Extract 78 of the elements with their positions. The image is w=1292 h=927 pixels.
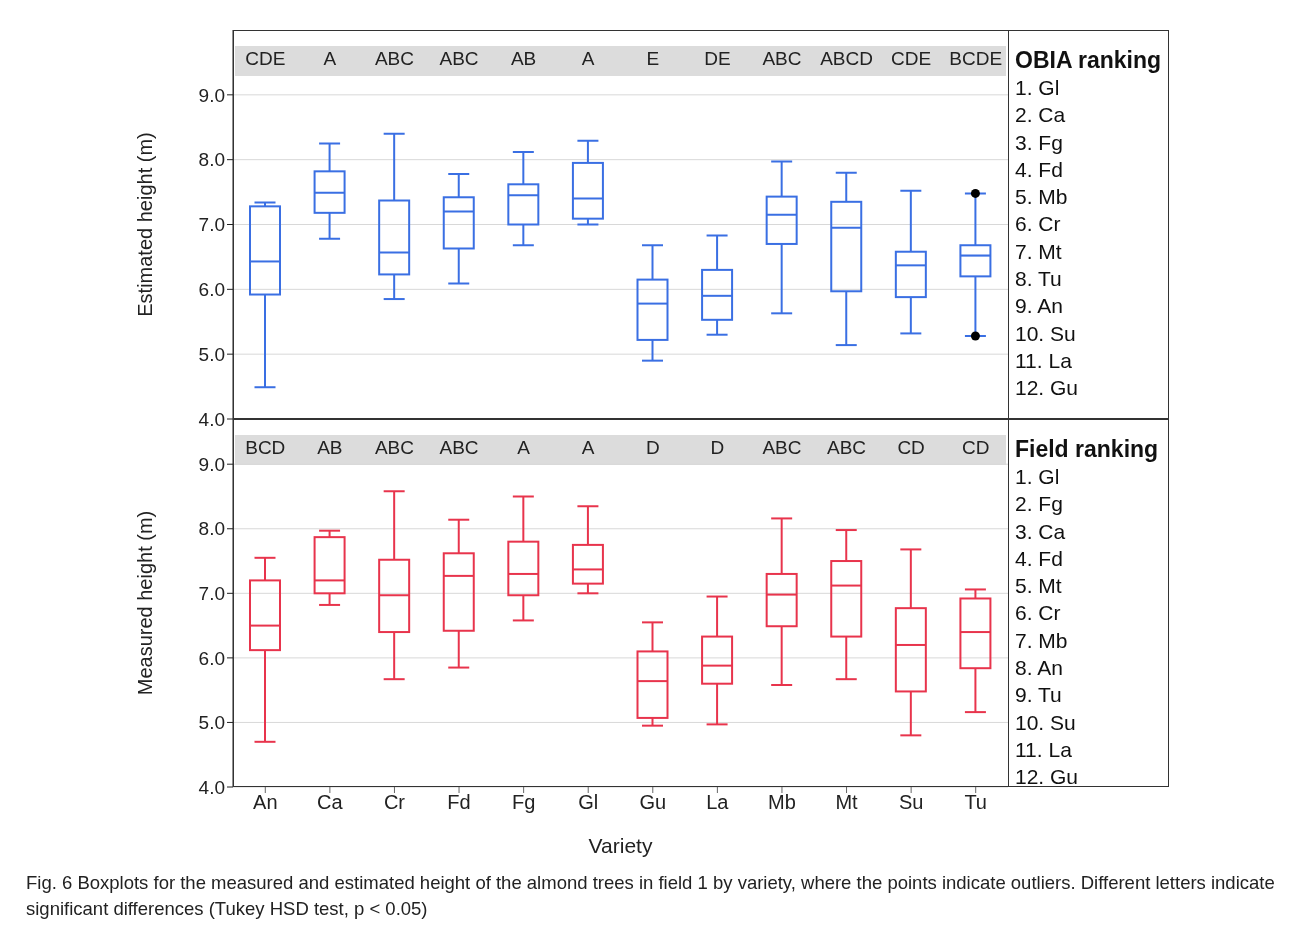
annotation: CDE	[890, 48, 933, 70]
y-tick-label: 7.0	[198, 214, 225, 236]
x-tick-label: Mb	[768, 791, 796, 814]
y-tick-label: 4.0	[198, 408, 225, 430]
x-tick-label: Gl	[578, 791, 599, 814]
annotation: ABC	[826, 437, 868, 459]
text: 7. Mt	[1015, 238, 1063, 265]
y-tick-label: 5.0	[198, 712, 225, 734]
x-axis-title: Variety	[588, 834, 653, 857]
text: 12. Gu	[1015, 375, 1080, 402]
legend-title: Field ranking	[1015, 435, 1160, 463]
x-tick-label: Fd	[447, 791, 471, 814]
annotation: BCD	[244, 437, 287, 459]
text: 4. Fd	[1015, 545, 1064, 572]
text: 10. Su	[1015, 320, 1077, 347]
text: 1. Gl	[1015, 464, 1061, 490]
annotation: CD	[960, 437, 991, 459]
text: 3. Fg	[1015, 129, 1064, 156]
text: 5. Mt	[1015, 573, 1063, 600]
y-axis-title: Estimated height (m)	[134, 132, 157, 317]
annotation: A	[322, 48, 338, 70]
text: 10. Su	[1015, 709, 1077, 736]
text: 3. Ca	[1015, 518, 1067, 545]
text: 9. Tu	[1015, 682, 1063, 709]
text: 8. Tu	[1015, 266, 1063, 293]
text: 11. La	[1015, 736, 1073, 763]
annotation: AB	[509, 48, 538, 70]
text: 11. La	[1015, 347, 1073, 374]
x-tick-label: Su	[898, 791, 924, 814]
text: 2. Ca	[1015, 102, 1067, 129]
text: 9. An	[1015, 293, 1064, 320]
annotation: D	[709, 437, 726, 459]
y-tick-label: 6.0	[198, 279, 225, 301]
text: 8. An	[1015, 655, 1064, 682]
text: 12. Gu	[1015, 764, 1080, 791]
x-tick-label: Gu	[639, 791, 667, 814]
y-tick-label: 5.0	[198, 343, 225, 365]
annotation: AB	[316, 437, 344, 459]
y-tick-label: 4.0	[198, 776, 225, 798]
annotation: DE	[703, 48, 732, 70]
annotation: ABC	[373, 48, 415, 70]
annotation: CD	[896, 437, 926, 459]
annotation: ABC	[438, 48, 480, 70]
x-tick-label: Tu	[964, 791, 988, 814]
x-tick-label: Cr	[383, 791, 406, 814]
y-tick-label: 8.0	[198, 149, 225, 171]
annotation: BCDE	[948, 48, 1004, 70]
y-tick-label: 9.0	[198, 84, 225, 106]
y-tick-label: 9.0	[198, 453, 225, 475]
annotation: CDE	[244, 48, 287, 70]
y-axis-title: Measured height (m)	[134, 510, 157, 696]
text: 2. Fg	[1015, 491, 1064, 518]
legend-title: OBIA ranking	[1015, 46, 1163, 74]
y-tick-label: 7.0	[198, 583, 225, 605]
caption: Fig. 6 Boxplots for the measured and estimated height of the almond trees in field 1 by variety, where the points indicate outliers. Different letters indicate significant differences (Tukey HSD test, p < 0.05)	[26, 871, 1276, 921]
annotation: ABC	[761, 48, 803, 70]
y-tick-label: 6.0	[198, 647, 225, 669]
text: 6. Cr	[1015, 600, 1062, 627]
text: 6. Cr	[1015, 211, 1062, 238]
annotation: D	[644, 437, 661, 459]
annotation: A	[580, 48, 596, 70]
annotation: ABCD	[819, 48, 874, 70]
text: 1. Gl	[1015, 75, 1061, 101]
annotation: ABC	[761, 437, 803, 459]
text: 7. Mb	[1015, 627, 1069, 654]
text: 4. Fd	[1015, 156, 1064, 183]
annotation: A	[580, 437, 596, 459]
x-tick-label: An	[253, 791, 278, 814]
annotation: ABC	[438, 437, 480, 459]
annotation: ABC	[373, 437, 415, 459]
y-tick-label: 8.0	[198, 518, 225, 540]
annotation: A	[516, 437, 531, 459]
x-tick-label: La	[706, 791, 730, 814]
x-tick-label: Mt	[835, 791, 859, 814]
text: 5. Mb	[1015, 184, 1069, 211]
x-tick-label: Ca	[317, 791, 344, 814]
x-tick-label: Fg	[511, 791, 536, 814]
annotation: E	[645, 48, 661, 70]
